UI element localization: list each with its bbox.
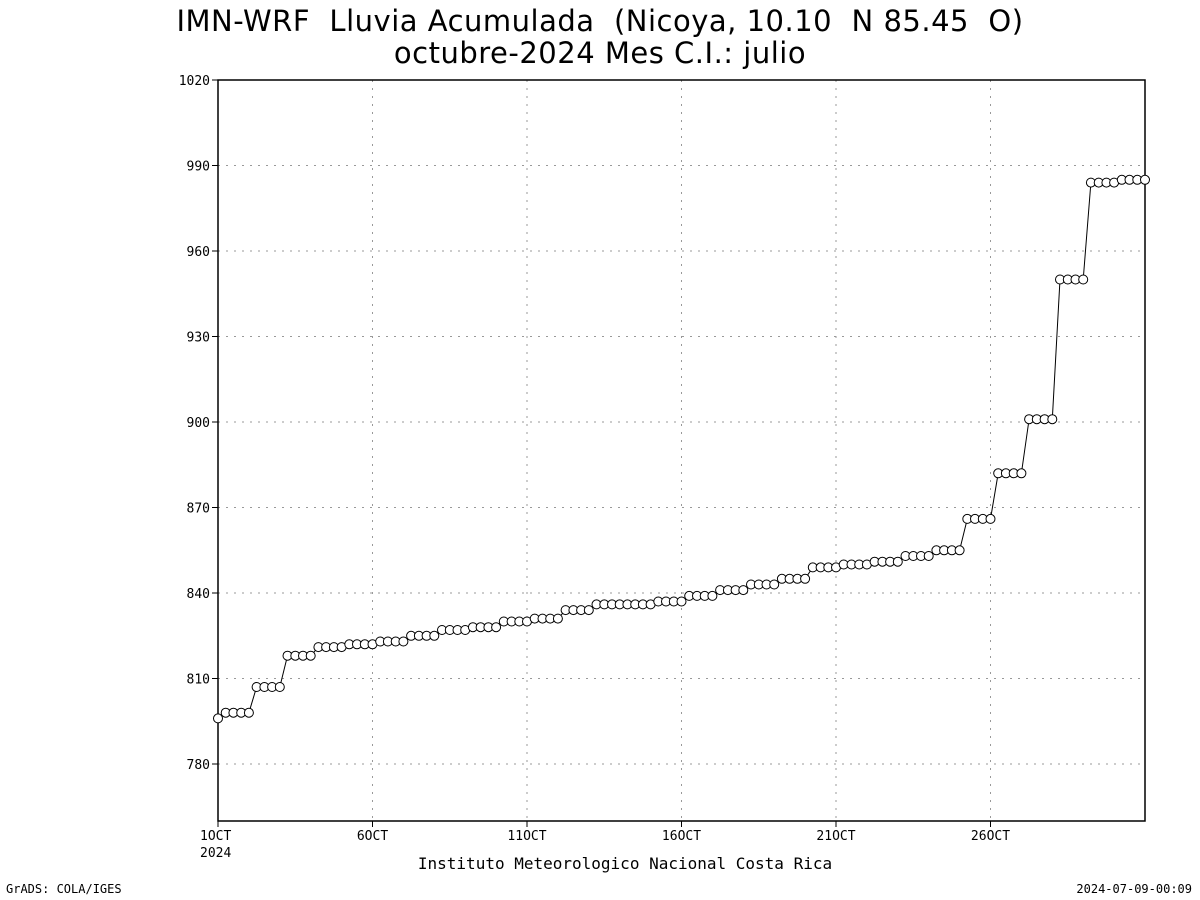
data-point [429,630,440,641]
data-markers [213,174,1150,724]
data-point [892,556,903,567]
y-axis: 780 810 840 870 900 930 960 990 1020 [179,74,218,773]
footer-timestamp: 2024-07-09-00:09 [1076,882,1192,896]
y-tick-label: 870 [187,502,210,517]
data-point [305,650,316,661]
chart-subtitle: octubre-2024 Mes C.I.: julio [393,36,807,70]
data-point [243,707,254,718]
x-tick-label: 1OCT [200,829,231,844]
data-point [923,551,934,561]
data-point [213,713,223,724]
x-tick-label: 11OCT [507,829,546,844]
y-tick-label: 960 [187,245,210,260]
data-point [491,622,502,633]
plot-frame [217,79,1146,822]
y-tick-label: 900 [187,416,210,431]
x-tick-label: 21OCT [816,829,855,844]
data-point [800,573,811,584]
data-point [1047,414,1058,425]
x-axis: 1OCT 2024 6OCT 11OCT 16OCT 21OCT 26OCT [200,821,1010,861]
data-point [985,513,996,524]
y-tick-label: 840 [187,587,210,602]
grid-lines [218,80,1145,821]
data-point [738,585,749,596]
x-tick-label: 26OCT [971,829,1010,844]
chart-title: IMN-WRF Lluvia Acumulada (Nicoya, 10.10 … [176,4,1024,38]
data-point [769,579,780,590]
data-point [954,545,965,556]
data-point [707,590,718,601]
data-point [1078,274,1089,285]
x-tick-label: 6OCT [357,829,388,844]
x-tick-sublabel: 2024 [200,846,231,861]
y-tick-label: 1020 [179,74,210,89]
footer-credit: GrADS: COLA/IGES [6,882,122,896]
data-point [676,596,687,607]
data-point [1016,468,1027,479]
data-point [398,636,409,647]
y-tick-label: 780 [187,758,210,773]
data-point [1140,174,1150,185]
data-point [552,613,563,624]
x-tick-label: 16OCT [662,829,701,844]
y-tick-label: 990 [187,160,210,175]
y-tick-label: 930 [187,331,210,346]
data-point [583,605,594,616]
y-tick-label: 810 [187,673,210,688]
data-point [274,682,285,692]
x-axis-label: Instituto Meteorologico Nacional Costa R… [417,854,833,873]
